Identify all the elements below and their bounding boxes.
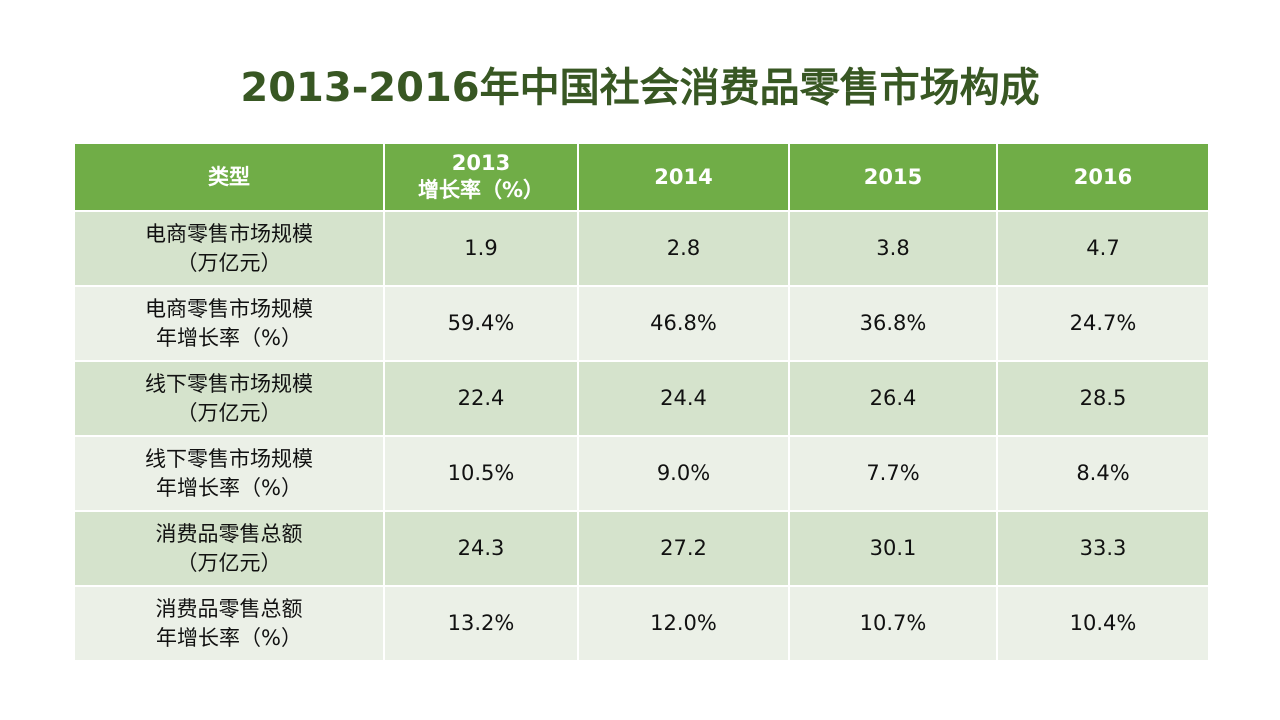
table-cell: 24.3 bbox=[383, 510, 579, 587]
table-cell: 24.7% bbox=[996, 285, 1210, 362]
header-2013-sublabel: 增长率（%） bbox=[417, 178, 545, 202]
header-2014: 2014 bbox=[577, 142, 790, 212]
table-row: 线下零售市场规模 年增长率（%） 10.5% 9.0% 7.7% 8.4% bbox=[73, 435, 1210, 512]
table-cell: 10.7% bbox=[788, 585, 998, 662]
table-cell: 4.7 bbox=[996, 210, 1210, 287]
header-2014-year: 2014 bbox=[654, 164, 713, 189]
table-cell: 24.4 bbox=[577, 360, 790, 437]
table-row: 电商零售市场规模 （万亿元） 1.9 2.8 3.8 4.7 bbox=[73, 210, 1210, 287]
table-cell: 46.8% bbox=[577, 285, 790, 362]
table-cell: 36.8% bbox=[788, 285, 998, 362]
table-cell: 33.3 bbox=[996, 510, 1210, 587]
slide-title: 2013-2016年中国社会消费品零售市场构成 bbox=[240, 65, 1040, 111]
row-label-line: 电商零售市场规模 bbox=[145, 221, 313, 246]
table-row: 电商零售市场规模 年增长率（%） 59.4% 46.8% 36.8% 24.7% bbox=[73, 285, 1210, 362]
table-cell: 22.4 bbox=[383, 360, 579, 437]
table-cell: 26.4 bbox=[788, 360, 998, 437]
header-2015-year: 2015 bbox=[863, 164, 923, 189]
table-cell: 1.9 bbox=[383, 210, 579, 287]
header-2016: 2016 bbox=[996, 142, 1210, 212]
table-header-row: 类型 2013 增长率（%） 2014 2015 2016 bbox=[73, 142, 1210, 212]
row-label: 线下零售市场规模 年增长率（%） bbox=[73, 435, 385, 512]
header-type: 类型 bbox=[73, 142, 385, 212]
table-row: 线下零售市场规模 （万亿元） 22.4 24.4 26.4 28.5 bbox=[73, 360, 1210, 437]
row-label-unit: 年增长率（%） bbox=[156, 625, 302, 650]
row-label-line: 电商零售市场规模 bbox=[145, 296, 313, 321]
header-2015: 2015 bbox=[788, 142, 998, 212]
table-cell: 10.5% bbox=[383, 435, 579, 512]
table-cell: 8.4% bbox=[996, 435, 1210, 512]
table-cell: 59.4% bbox=[383, 285, 579, 362]
row-label: 消费品零售总额 （万亿元） bbox=[73, 510, 385, 587]
row-label-unit: （万亿元） bbox=[176, 550, 282, 575]
retail-composition-table: 类型 2013 增长率（%） 2014 2015 2016 bbox=[73, 142, 1210, 662]
table-cell: 10.4% bbox=[996, 585, 1210, 662]
row-label-line: 线下零售市场规模 bbox=[145, 371, 313, 396]
table-row: 消费品零售总额 （万亿元） 24.3 27.2 30.1 33.3 bbox=[73, 510, 1210, 587]
table-cell: 30.1 bbox=[788, 510, 998, 587]
header-type-label: 类型 bbox=[208, 164, 250, 189]
row-label-unit: （万亿元） bbox=[176, 400, 282, 425]
row-label: 电商零售市场规模 年增长率（%） bbox=[73, 285, 385, 362]
table-cell: 7.7% bbox=[788, 435, 998, 512]
table-cell: 13.2% bbox=[383, 585, 579, 662]
row-label-line: 消费品零售总额 bbox=[155, 521, 303, 546]
row-label: 线下零售市场规模 （万亿元） bbox=[73, 360, 385, 437]
table-cell: 12.0% bbox=[577, 585, 790, 662]
row-label-unit: 年增长率（%） bbox=[156, 475, 302, 500]
table-cell: 2.8 bbox=[577, 210, 790, 287]
row-label-unit: （万亿元） bbox=[176, 250, 282, 275]
table-cell: 3.8 bbox=[788, 210, 998, 287]
table-cell: 27.2 bbox=[577, 510, 790, 587]
row-label: 消费品零售总额 年增长率（%） bbox=[73, 585, 385, 662]
header-2013: 2013 增长率（%） bbox=[383, 142, 579, 212]
table-cell: 9.0% bbox=[577, 435, 790, 512]
row-label: 电商零售市场规模 （万亿元） bbox=[73, 210, 385, 287]
table-row: 消费品零售总额 年增长率（%） 13.2% 12.0% 10.7% 10.4% bbox=[73, 585, 1210, 662]
row-label-line: 线下零售市场规模 bbox=[145, 446, 313, 471]
row-label-unit: 年增长率（%） bbox=[156, 325, 302, 350]
row-label-line: 消费品零售总额 bbox=[155, 596, 303, 621]
header-2016-year: 2016 bbox=[1073, 164, 1133, 189]
table-cell: 28.5 bbox=[996, 360, 1210, 437]
header-2013-year: 2013 bbox=[451, 151, 511, 175]
